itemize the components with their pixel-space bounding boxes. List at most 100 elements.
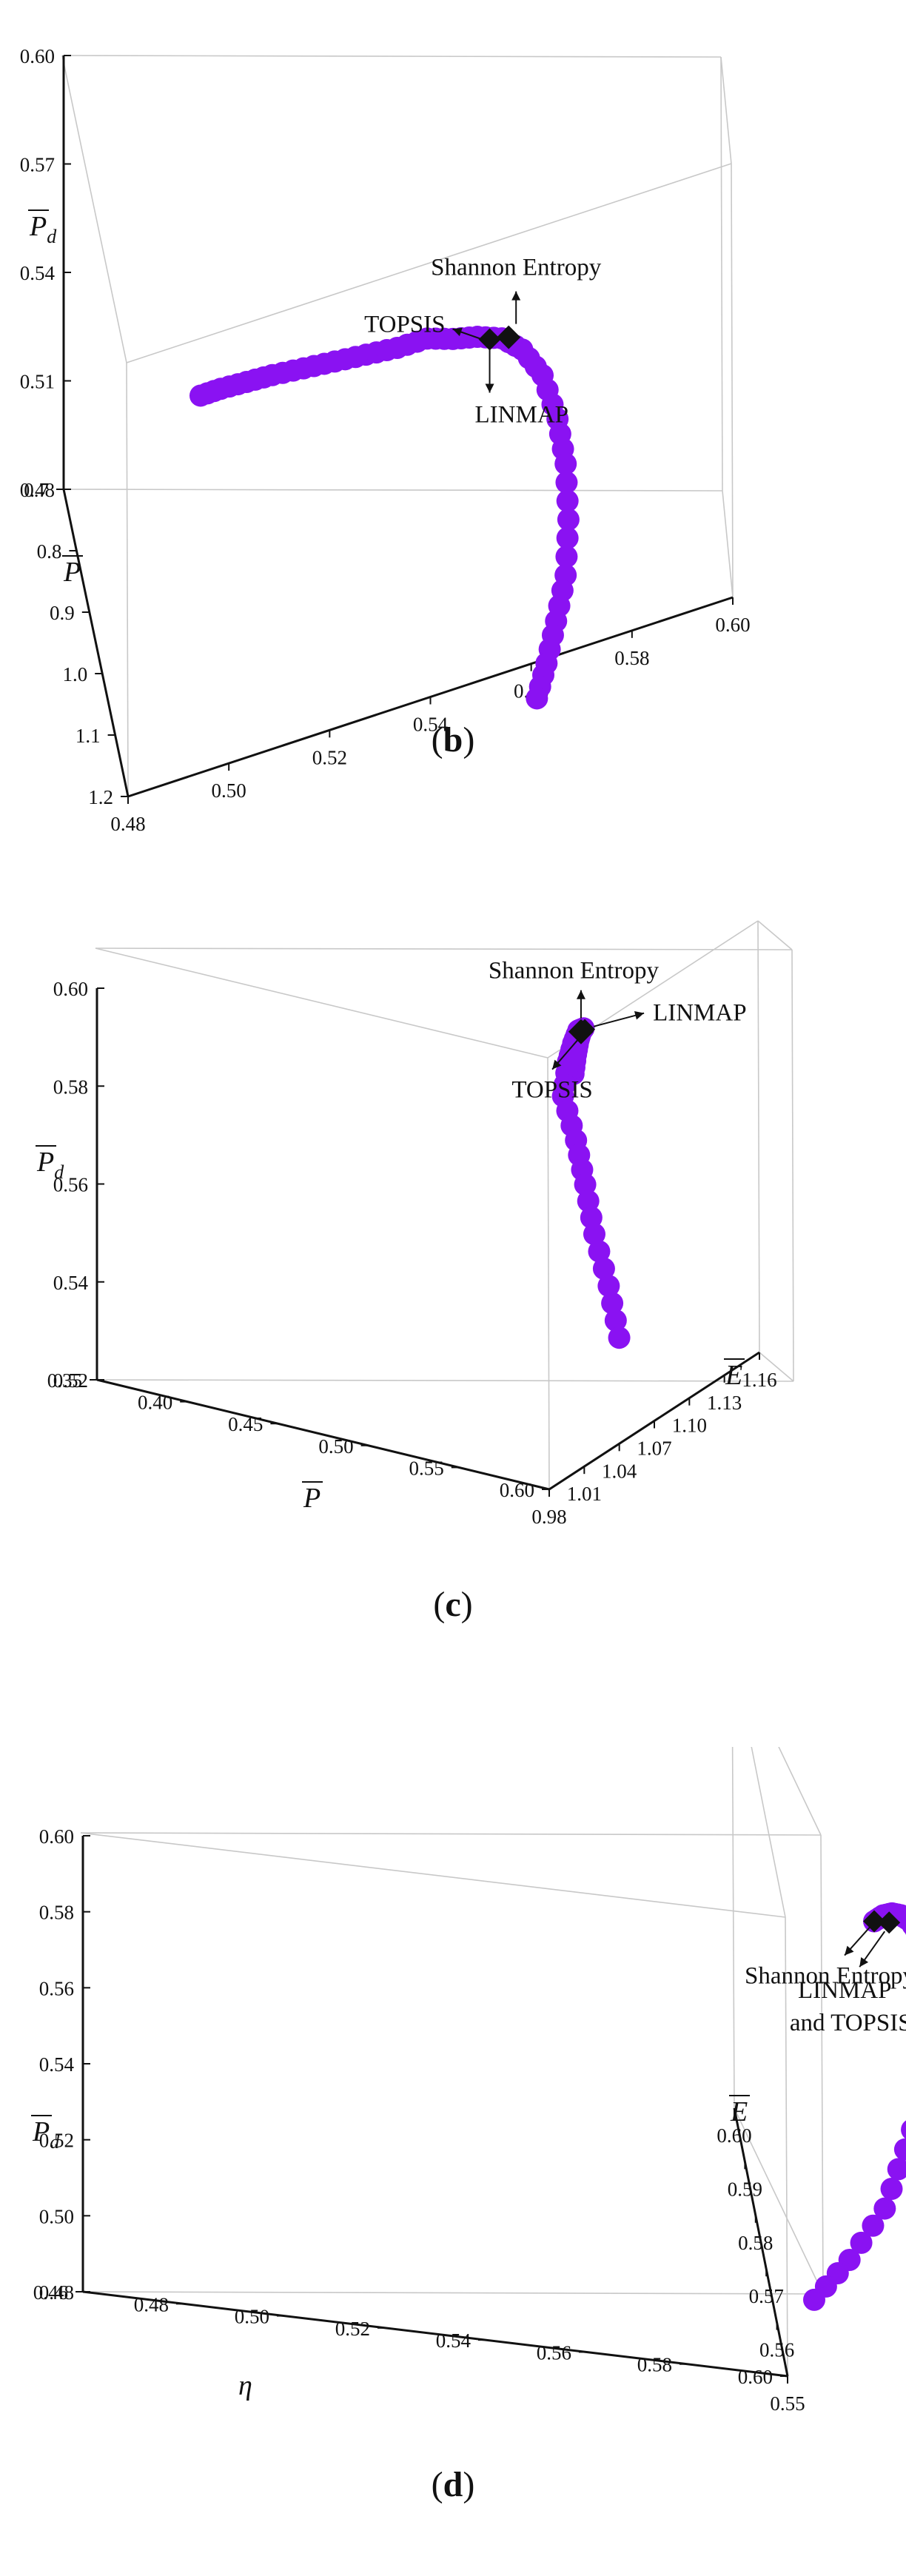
c-x-tick-label: 0.98 xyxy=(531,1506,566,1528)
c-data-point xyxy=(577,1190,600,1212)
c-topsis-label: TOPSIS xyxy=(511,1077,592,1104)
d-data-point xyxy=(880,2177,903,2200)
d-z-tick-label: 0.48 xyxy=(39,2281,74,2304)
b-data-point xyxy=(556,489,579,512)
d-y-tick-label: 0.50 xyxy=(235,2306,269,2328)
b-box-back-floor xyxy=(63,489,723,492)
c-data-point xyxy=(597,1275,620,1298)
b-data-point xyxy=(557,508,580,531)
c-y-tick-label: 0.50 xyxy=(318,1435,353,1458)
c-box-back-floor xyxy=(96,1379,794,1382)
d-z-tick-label: 0.50 xyxy=(39,2205,74,2227)
c-data-point xyxy=(608,1326,631,1349)
b-y-axis-label: P xyxy=(63,557,81,588)
d-box-back-vertical xyxy=(820,1834,824,2295)
c-data-point xyxy=(583,1223,605,1246)
b-data-point xyxy=(556,526,579,549)
b-x-tick-label: 0.54 xyxy=(413,714,449,736)
c-data-point xyxy=(574,1173,597,1196)
d-shannon-entropy-label: Shannon Entropy xyxy=(745,1963,906,1990)
c-shannon-arrow-head xyxy=(576,990,585,999)
d-y-axis-label: E xyxy=(730,2096,748,2127)
d-shannon-arrow-head xyxy=(845,1945,854,1956)
b-y-tick-label: 1.2 xyxy=(88,786,113,808)
d-z-tick-label: 0.60 xyxy=(39,1825,74,1848)
c-linmap-label: LINMAP xyxy=(653,1000,747,1027)
b-shannon-arrow-head xyxy=(511,291,521,301)
c-z-tick-label: 0.54 xyxy=(53,1272,89,1294)
b-box-right-vertical xyxy=(731,163,734,598)
b-y-tick-label: 0.7 xyxy=(24,479,49,501)
c-y-tick-label: 0.60 xyxy=(500,1479,534,1501)
d-x-tick-label: 0.55 xyxy=(770,2392,805,2415)
d-x-axis-label: η xyxy=(238,2370,252,2401)
d-z-axis-label: Pd xyxy=(32,2116,60,2153)
b-z-axis-label: Pd xyxy=(29,211,57,247)
c-box-back-vertical xyxy=(791,949,794,1382)
d-z-tick-label: 0.58 xyxy=(39,1902,74,1924)
b-x-tick-label: 0.58 xyxy=(614,647,649,669)
d-linmap-topsis-marker xyxy=(878,1911,901,1934)
c-shannon-entropy-label: Shannon Entropy xyxy=(489,958,660,985)
c-data-point xyxy=(592,1257,615,1280)
d-x-axis-line xyxy=(733,2107,789,2377)
d-box-right-floor xyxy=(734,2107,824,2295)
b-shannon-entropy-marker xyxy=(497,325,521,349)
c-box-front-vertical xyxy=(547,1057,550,1490)
pareto-chart-b: 0.480.500.520.540.560.580.600.70.80.91.0… xyxy=(20,45,751,835)
d-y-tick-label: 0.52 xyxy=(335,2318,370,2340)
d-linmap-arrow-head xyxy=(859,1956,869,1968)
c-linmap-arrow-head xyxy=(634,1010,645,1020)
b-box-back-vertical xyxy=(720,56,723,492)
b-z-tick-label: 0.48 xyxy=(20,479,55,501)
d-x-tick-label: 0.60 xyxy=(717,2124,751,2147)
c-y-tick-label: 0.35 xyxy=(47,1369,82,1392)
d-data-point xyxy=(850,2231,873,2254)
d-y-tick-label: 0.48 xyxy=(134,2293,169,2315)
d-y-tick-label: 0.58 xyxy=(637,2354,672,2376)
b-x-tick-label: 0.52 xyxy=(312,746,347,768)
b-box-top-right xyxy=(720,56,732,164)
c-data-point xyxy=(604,1309,627,1332)
c-box-right-vertical xyxy=(757,920,760,1353)
d-box-right-vertical xyxy=(731,1747,735,2109)
b-y-tick-label: 1.1 xyxy=(76,725,101,747)
d-y-tick-label: 0.46 xyxy=(33,2281,68,2304)
c-topsis-arrow-head xyxy=(552,1059,562,1070)
b-data-point xyxy=(526,687,548,710)
c-y-tick-label: 0.40 xyxy=(138,1392,172,1414)
pareto-chart-c: 0.981.011.041.071.101.131.16 0.35 0.40 0.45… xyxy=(36,920,794,1624)
b-box-top-front xyxy=(126,163,732,363)
b-box-top-left xyxy=(61,55,127,363)
d-topsis-label: and TOPSIS xyxy=(790,2010,906,2036)
d-caption: (d) xyxy=(432,2465,475,2504)
c-z-tick-label: 0.52 xyxy=(53,1369,88,1392)
b-shannon-entropy-label: Shannon Entropy xyxy=(431,255,602,281)
c-y-axis-line xyxy=(96,1378,550,1491)
c-x-tick-label: 1.04 xyxy=(602,1460,637,1482)
d-z-tick-label: 0.54 xyxy=(39,2053,75,2076)
c-z-tick-label: 0.58 xyxy=(53,1076,88,1098)
b-x-tick-label: 0.60 xyxy=(715,614,750,636)
c-box-top-left xyxy=(95,947,548,1059)
b-caption: (b) xyxy=(432,720,475,759)
d-data-point xyxy=(803,2288,825,2311)
d-data-point xyxy=(873,2197,896,2220)
c-x-tick-label: 1.16 xyxy=(742,1369,776,1391)
d-box-top-right xyxy=(778,1747,822,1836)
b-z-tick-label: 0.57 xyxy=(20,154,55,176)
d-box-top-front xyxy=(751,1747,786,1918)
c-y-axis-label: E xyxy=(725,1360,742,1391)
d-x-tick-label: 0.57 xyxy=(749,2285,784,2307)
d-z-tick-label: 0.56 xyxy=(39,1977,74,1999)
b-z-tick-label: 0.54 xyxy=(20,262,56,284)
c-linmap-topsis-marker xyxy=(574,1019,596,1040)
b-box-top-back xyxy=(61,55,722,58)
b-topsis-label: TOPSIS xyxy=(364,312,445,338)
b-z-tick-label: 0.51 xyxy=(20,371,55,393)
b-y-axis-line xyxy=(62,489,130,797)
b-linmap-label: LINMAP xyxy=(475,402,569,429)
c-data-point xyxy=(580,1206,603,1229)
c-y-tick-label: 0.55 xyxy=(409,1457,444,1479)
d-box-top-back xyxy=(80,1832,822,1836)
